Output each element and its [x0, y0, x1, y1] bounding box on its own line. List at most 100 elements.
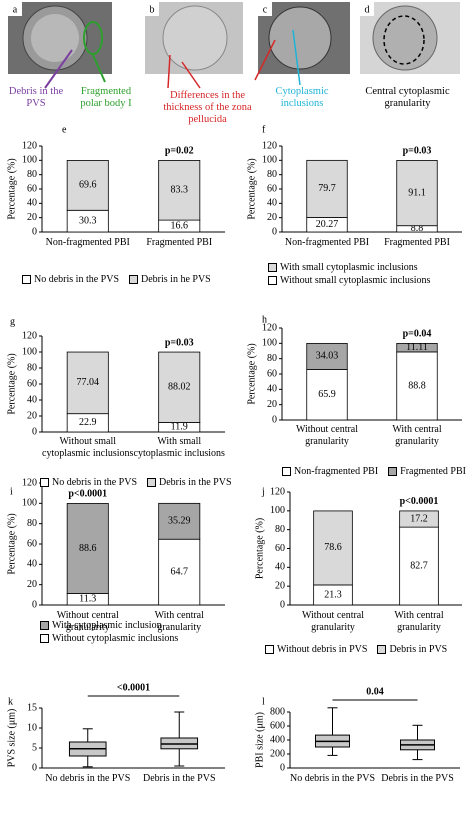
y-axis-label: Percentage (%) — [254, 518, 265, 579]
legend-item: With small cytoplasmic inclusions — [268, 262, 430, 273]
y-tick-label: 80 — [267, 169, 277, 180]
value-label: 8.8 — [411, 223, 424, 234]
annotation: 0.04 — [366, 686, 384, 697]
annotation: p=0.04 — [403, 329, 432, 340]
bar-segment — [313, 510, 353, 586]
legend-item: Debris in the PVS — [147, 477, 232, 488]
legend-item: No debris in the PVS — [22, 274, 119, 285]
y-tick-label: 80 — [27, 169, 37, 180]
legend-label: Without cytoplasmic inclusions — [52, 633, 179, 644]
legend: Without debris in PVS Debris in PVS — [265, 644, 447, 655]
y-tick-label: 120 — [262, 322, 277, 333]
x-tick-label: With small cytoplasmic inclusions — [133, 436, 225, 459]
legend-item: Without cytoplasmic inclusions — [40, 633, 178, 644]
arrow — [44, 49, 73, 89]
y-tick-label: 100 — [22, 498, 37, 509]
panel-label: j — [261, 486, 265, 497]
y-axis-label: PBI size (μm) — [254, 712, 265, 768]
y-tick-label: 40 — [27, 394, 37, 405]
y-tick-label: 60 — [27, 538, 37, 549]
value-label: 34.03 — [316, 351, 339, 362]
value-label: 91.1 — [408, 187, 426, 198]
y-tick-label: 0 — [272, 226, 277, 237]
value-label: 83.3 — [171, 185, 189, 196]
y-axis-label: Percentage (%) — [6, 513, 17, 574]
value-label: 77.04 — [77, 377, 100, 388]
label-box — [360, 2, 374, 16]
x-tick-label: Without central granularity — [56, 610, 119, 633]
y-tick-label: 40 — [275, 562, 285, 573]
arrow — [167, 54, 171, 89]
legend-item: Without small cytoplasmic inclusions — [268, 275, 430, 286]
bar-segment — [306, 159, 348, 218]
legend-swatch — [265, 645, 274, 654]
x-tick-label: Fragmented PBI — [146, 237, 213, 248]
legend-label: Without debris in PVS — [277, 644, 368, 655]
y-tick-label: 0 — [272, 414, 277, 425]
y-tick-label: 20 — [267, 399, 277, 410]
bar-segment — [66, 503, 109, 594]
y-tick-label: 100 — [262, 155, 277, 166]
annotation: p=0.03 — [165, 337, 194, 348]
highlight — [83, 21, 103, 55]
y-tick-label: 100 — [262, 338, 277, 349]
bar-segment — [399, 510, 439, 528]
y-tick-label: 100 — [22, 346, 37, 357]
annotation: p<0.0001 — [400, 496, 439, 507]
legend-swatch — [40, 478, 49, 487]
y-axis-label: PVS size (μm) — [6, 709, 17, 768]
bar-segment — [399, 526, 439, 606]
value-label: 69.6 — [79, 180, 97, 191]
legend-swatch — [377, 645, 387, 654]
image-label: a — [13, 4, 18, 15]
legend-swatch — [40, 621, 49, 630]
bar-segment — [306, 342, 348, 370]
panel-label: g — [10, 316, 15, 327]
label-box — [8, 2, 22, 16]
label-box — [258, 2, 272, 16]
legend: No debris in the PVS Debris in he PVS — [22, 274, 211, 285]
y-tick-label: 20 — [275, 580, 285, 591]
x-tick-label: No debris in the PVS — [290, 773, 375, 784]
x-tick-label: Non-fragmented PBI — [45, 237, 130, 248]
legend: Non-fragmented PBI Fragmented PBI — [282, 466, 466, 477]
y-tick-label: 80 — [27, 518, 37, 529]
y-axis-label: Percentage (%) — [246, 158, 257, 219]
value-label: 79.7 — [318, 183, 336, 194]
y-tick-label: 40 — [267, 198, 277, 209]
value-label: 21.3 — [324, 589, 342, 600]
value-label: 11.9 — [171, 422, 188, 433]
value-label: 17.2 — [410, 513, 428, 524]
arrow — [254, 39, 276, 81]
panel-label: h — [262, 314, 267, 325]
y-tick-label: 600 — [270, 720, 285, 731]
bar-segment — [158, 538, 201, 606]
legend-swatch — [40, 634, 49, 643]
value-label: 30.3 — [79, 215, 97, 226]
y-tick-label: 100 — [270, 505, 285, 516]
x-tick-label: Without central granularity — [301, 610, 365, 633]
y-tick-label: 15 — [27, 702, 37, 713]
y-axis-label: Percentage (%) — [6, 158, 17, 219]
annotation: p<0.0001 — [68, 489, 107, 500]
y-tick-label: 40 — [27, 198, 37, 209]
x-tick-label: Debris in the PVS — [143, 773, 216, 784]
value-label: 11.3 — [79, 594, 96, 605]
y-tick-label: 60 — [267, 368, 277, 379]
value-label: 64.7 — [171, 566, 189, 577]
value-label: 11.11 — [406, 342, 428, 353]
legend-label: Without small cytoplasmic inclusions — [280, 275, 431, 286]
legend: No debris in the PVS Debris in the PVS — [40, 477, 232, 488]
arrow — [292, 29, 301, 86]
legend-swatch — [147, 478, 156, 487]
legend: With small cytoplasmic inclusions Without… — [268, 262, 430, 286]
annotation: p=0.03 — [403, 146, 432, 157]
x-tick-label: No debris in the PVS — [45, 773, 131, 784]
image-caption: Debris in the PVS — [8, 86, 64, 110]
legend-label: With small cytoplasmic inclusions — [280, 262, 418, 273]
legend-label: Fragmented PBI — [400, 466, 466, 477]
bar-segment — [66, 351, 109, 415]
arrow — [92, 54, 106, 83]
y-tick-label: 120 — [22, 140, 37, 151]
